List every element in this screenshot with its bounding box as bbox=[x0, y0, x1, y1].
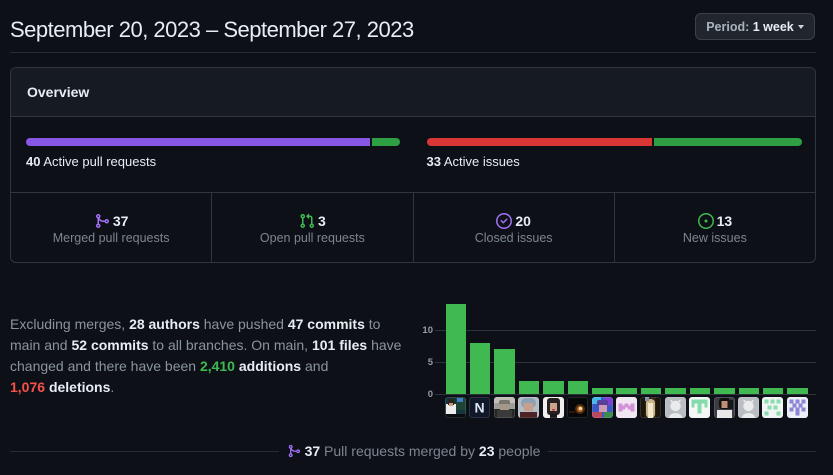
svg-text:N: N bbox=[475, 400, 485, 416]
